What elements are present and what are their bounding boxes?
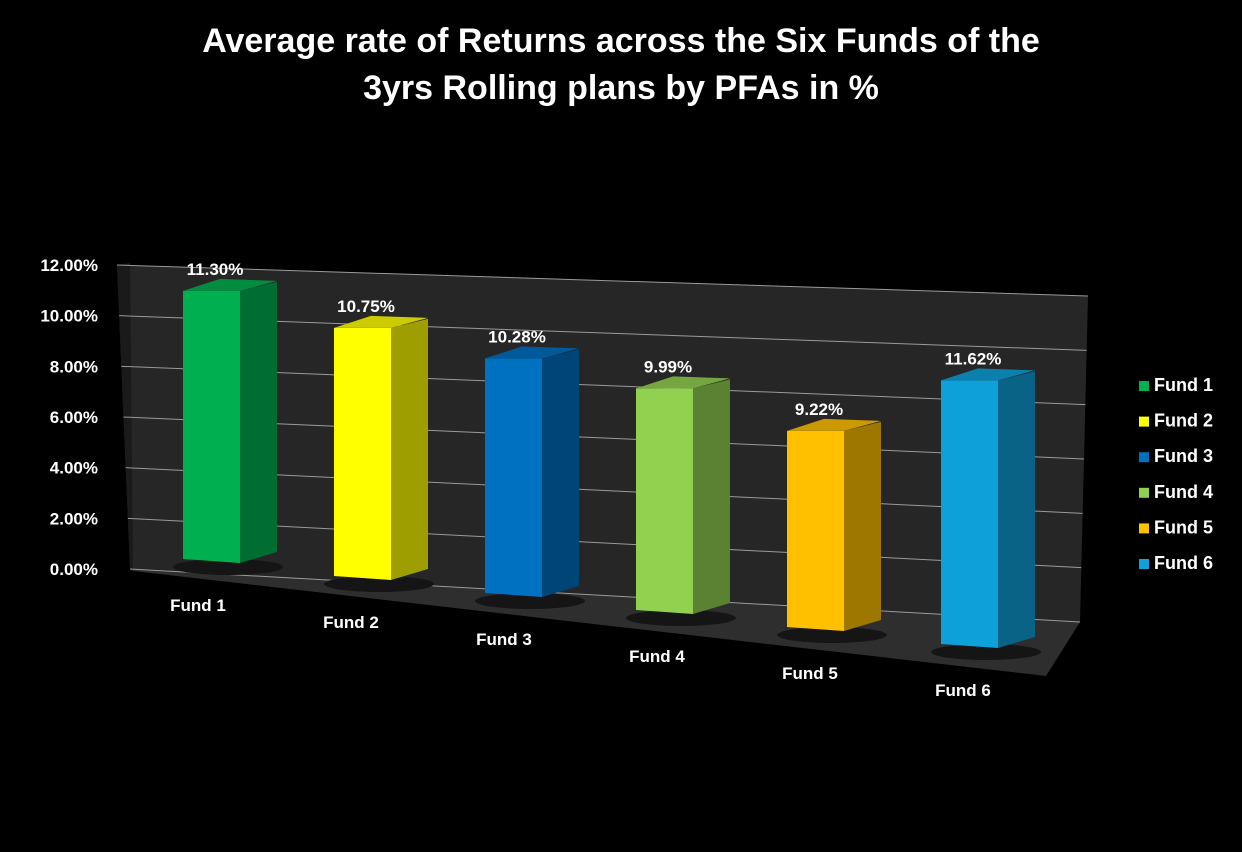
bar-side-3	[542, 349, 579, 597]
bar-side-6	[998, 371, 1035, 648]
gridline	[123, 416, 1085, 460]
legend-swatch-3	[1139, 452, 1149, 463]
bar-4	[636, 388, 693, 614]
legend-swatch-4	[1139, 487, 1149, 498]
bar-top-2	[334, 315, 428, 328]
legend-label-5: Fund 5	[1154, 517, 1213, 537]
gridline	[121, 365, 1086, 406]
data-label-1: 11.30%	[187, 260, 244, 279]
bar-side-2	[391, 318, 428, 580]
x-tick-label-1: Fund 1	[170, 596, 226, 615]
chart-title: Average rate of Returns across the Six F…	[0, 18, 1242, 112]
data-label-3: 10.28%	[488, 327, 546, 346]
chart-floor	[130, 569, 1080, 676]
bar-side-5	[844, 421, 881, 631]
y-tick-label: 6.00%	[50, 408, 98, 427]
x-tick-label-6: Fund 6	[935, 681, 991, 700]
x-tick-label-2: Fund 2	[323, 613, 379, 632]
legend-swatch-1	[1139, 381, 1149, 391]
gridline	[125, 467, 1083, 514]
bar-top-6	[941, 368, 1035, 381]
legend-swatch-5	[1139, 523, 1149, 534]
y-tick-label: 0.00%	[50, 560, 98, 579]
y-tick-label: 2.00%	[50, 509, 98, 528]
legend-label-4: Fund 4	[1154, 482, 1213, 502]
bar-top-1	[183, 278, 277, 291]
bar-top-3	[485, 346, 579, 359]
gridline	[116, 264, 1089, 297]
data-label-6: 11.62%	[945, 349, 1002, 368]
bar-shadow	[173, 559, 283, 575]
data-label-4: 9.99%	[644, 357, 692, 376]
y-tick-label: 10.00%	[40, 307, 98, 326]
bar-3	[485, 358, 542, 597]
bar-shadow	[931, 644, 1041, 660]
bar-1	[183, 290, 240, 563]
legend-swatch-2	[1139, 416, 1149, 427]
x-tick-label-3: Fund 3	[476, 630, 532, 649]
bar-shadow	[324, 576, 434, 592]
bar-shadow	[777, 627, 887, 643]
x-tick-label-4: Fund 4	[629, 647, 685, 666]
x-tick-label-5: Fund 5	[782, 664, 838, 683]
bar-2	[334, 327, 391, 580]
bar-6	[941, 380, 998, 648]
chart-title-line-2: 3yrs Rolling plans by PFAs in %	[363, 69, 879, 107]
bar-top-5	[787, 418, 881, 431]
gridline	[129, 568, 1081, 623]
legend-swatch-6	[1139, 559, 1149, 569]
gridline	[119, 315, 1087, 351]
legend-label-3: Fund 3	[1154, 446, 1213, 466]
bar-shadow	[475, 593, 585, 609]
chart-title-line-1: Average rate of Returns across the Six F…	[202, 22, 1040, 60]
y-tick-label: 8.00%	[50, 357, 98, 376]
bar-5	[787, 430, 844, 631]
bar-side-1	[240, 281, 277, 563]
y-tick-label: 12.00%	[40, 256, 98, 275]
data-label-2: 10.75%	[337, 297, 395, 316]
y-tick-label: 4.00%	[50, 459, 98, 478]
bar-side-4	[693, 379, 730, 614]
data-label-5: 9.22%	[795, 400, 843, 419]
legend-label-1: Fund 1	[1154, 375, 1213, 395]
bar-shadow	[626, 610, 736, 626]
legend-label-2: Fund 2	[1154, 411, 1213, 431]
bar-top-4	[636, 376, 730, 389]
legend-label-6: Fund 6	[1154, 553, 1213, 573]
gridline	[127, 517, 1082, 569]
